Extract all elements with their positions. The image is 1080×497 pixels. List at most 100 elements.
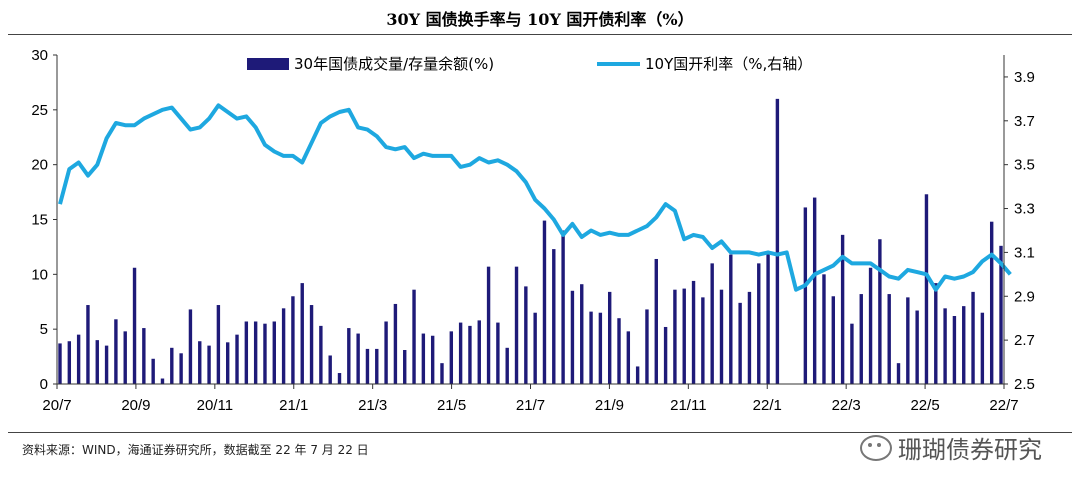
x-tick-label: 20/11 <box>197 397 233 414</box>
turnover-bar <box>207 345 211 384</box>
x-tick-label: 21/11 <box>670 397 706 414</box>
turnover-bar <box>850 323 854 384</box>
turnover-bar <box>878 239 882 384</box>
turnover-bar <box>542 220 547 384</box>
turnover-bar <box>114 319 118 384</box>
turnover-bar <box>67 341 72 384</box>
x-tick-label: 22/7 <box>989 397 1018 414</box>
turnover-bar <box>757 263 761 384</box>
right-tick-label: 3.5 <box>1014 157 1035 174</box>
turnover-bar <box>989 221 994 384</box>
x-tick-label: 20/7 <box>42 397 71 414</box>
right-tick-label: 3.9 <box>1014 69 1035 86</box>
x-tick-label: 21/1 <box>279 397 308 414</box>
turnover-bar <box>524 286 528 384</box>
turnover-bar <box>393 303 398 384</box>
turnover-bar <box>766 252 770 384</box>
turnover-bar <box>924 194 929 384</box>
right-tick-label: 2.5 <box>1014 376 1035 393</box>
left-tick-label: 15 <box>31 212 48 229</box>
turnover-bar <box>962 306 966 384</box>
turnover-bar <box>421 333 426 384</box>
turnover-bar <box>896 363 901 384</box>
turnover-bar <box>980 312 985 384</box>
legend-bar-swatch <box>247 58 289 70</box>
turnover-bar <box>486 266 491 384</box>
turnover-bar <box>617 318 621 384</box>
watermark-text: 珊瑚债券研究 <box>898 436 1042 464</box>
turnover-bar <box>291 296 295 384</box>
turnover-bar <box>458 322 463 384</box>
turnover-bar <box>934 283 938 384</box>
turnover-bar <box>691 280 696 384</box>
turnover-bar <box>812 197 817 384</box>
turnover-bar <box>840 234 845 384</box>
turnover-bar <box>915 310 919 384</box>
turnover-bar <box>859 294 863 384</box>
turnover-bar <box>319 325 323 384</box>
turnover-bar <box>887 294 891 384</box>
turnover-bar <box>104 345 109 384</box>
turnover-bar <box>170 347 174 384</box>
turnover-bar <box>654 258 658 384</box>
turnover-bar <box>151 358 155 384</box>
turnover-bar <box>729 254 733 384</box>
turnover-bar <box>906 297 910 384</box>
turnover-bar <box>86 305 90 384</box>
turnover-bar <box>356 333 360 384</box>
wechat-icon <box>860 434 892 461</box>
turnover-bar <box>514 266 519 384</box>
turnover-bar <box>95 340 99 384</box>
turnover-bar <box>580 284 584 384</box>
legend-bar-label: 30年国债成交量/存量余额(%) <box>294 55 494 73</box>
left-tick-label: 30 <box>31 47 48 64</box>
turnover-bar <box>533 312 537 384</box>
left-tick-label: 10 <box>31 266 48 283</box>
turnover-bar <box>999 245 1003 384</box>
watermark: 珊瑚债券研究 <box>860 430 1042 465</box>
turnover-bar <box>589 311 593 384</box>
turnover-bar <box>58 343 62 384</box>
turnover-bar <box>375 348 379 384</box>
turnover-bar <box>719 289 724 384</box>
left-tick-label: 0 <box>40 376 48 393</box>
turnover-bar <box>747 291 752 384</box>
turnover-bar <box>971 291 975 384</box>
turnover-bar <box>477 320 481 384</box>
turnover-bar <box>598 312 603 384</box>
source-note: 资料来源：WIND，海通证券研究所，数据截至 22 年 7 月 22 日 <box>22 443 369 457</box>
turnover-bar <box>505 347 509 384</box>
turnover-bar <box>635 366 640 384</box>
turnover-bar <box>561 230 565 384</box>
turnover-bar <box>365 348 370 384</box>
turnover-bar <box>253 321 258 384</box>
turnover-bar <box>226 342 230 384</box>
turnover-bar <box>160 378 165 384</box>
turnover-bar <box>300 283 304 384</box>
x-tick-label: 20/9 <box>121 397 150 414</box>
rate-series-line <box>58 103 1012 292</box>
turnover-bar <box>198 341 202 384</box>
turnover-bar <box>952 316 957 384</box>
turnover-bar <box>822 274 826 384</box>
footer-rule <box>8 432 1072 433</box>
x-tick-label: 21/3 <box>358 397 387 414</box>
turnover-bar <box>188 309 193 384</box>
left-tick-label: 5 <box>40 321 48 338</box>
turnover-bar <box>132 267 137 384</box>
right-tick-label: 3.7 <box>1014 113 1035 130</box>
turnover-bar <box>710 263 714 384</box>
turnover-bar <box>701 297 705 384</box>
turnover-bar <box>244 321 249 384</box>
turnover-bar <box>76 334 81 384</box>
x-tick-label: 21/7 <box>516 397 545 414</box>
x-tick-label: 21/9 <box>595 397 624 414</box>
turnover-bar <box>272 321 276 384</box>
turnover-bar <box>868 267 873 384</box>
turnover-bar <box>403 350 407 384</box>
turnover-bar <box>263 323 267 384</box>
x-tick-label: 22/3 <box>832 397 861 414</box>
turnover-bar <box>775 98 780 384</box>
turnover-bar <box>552 249 556 384</box>
